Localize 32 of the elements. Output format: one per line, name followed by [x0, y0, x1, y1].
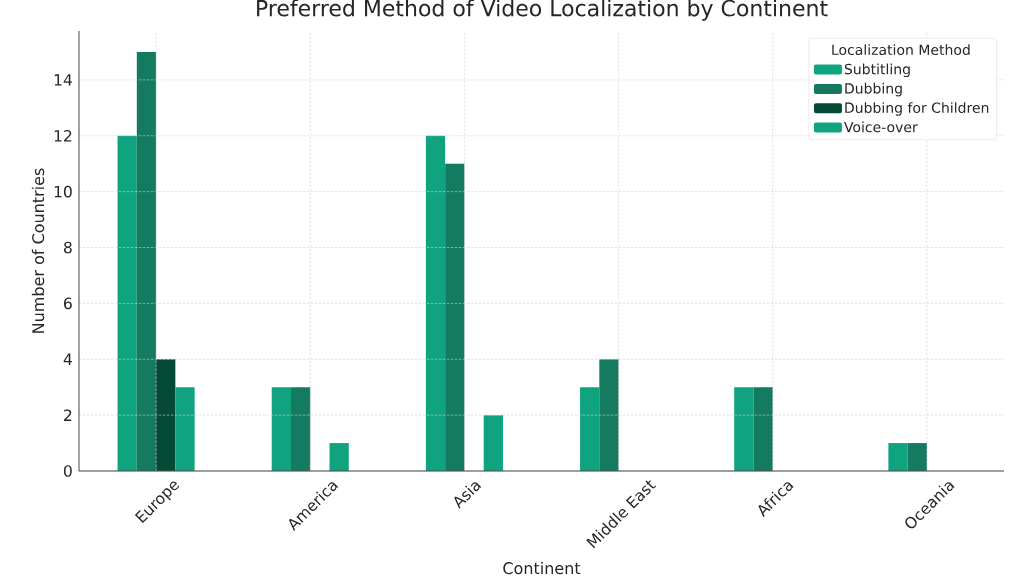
chart-title: Preferred Method of Video Localization by Continent — [257, 0, 828, 21]
legend-label: Dubbing — [845, 82, 902, 97]
bar — [329, 443, 349, 471]
y-tick-label: 2 — [64, 409, 72, 421]
legend-title: Localization Method — [832, 44, 970, 56]
bar — [425, 135, 446, 471]
y-tick-label: 14 — [54, 74, 72, 86]
bar — [734, 387, 754, 471]
y-tick-label: 0 — [63, 465, 72, 477]
y-tick-label: 4 — [63, 353, 72, 365]
bar — [136, 51, 157, 471]
bar — [156, 359, 176, 471]
legend-label: Dubbing for Children — [845, 102, 989, 116]
bar — [907, 443, 927, 471]
bar — [445, 163, 465, 471]
y-tick-label: 6 — [64, 297, 72, 310]
bar — [117, 135, 137, 471]
bar — [599, 359, 619, 471]
bar — [271, 387, 291, 471]
x-axis-title: Continent — [503, 561, 581, 575]
bar — [483, 415, 503, 471]
bar — [753, 387, 773, 471]
bar — [290, 387, 311, 471]
legend-label: Voice-over — [844, 121, 918, 133]
bar — [175, 387, 195, 471]
legend-label: Subtitling — [844, 63, 910, 78]
bar — [888, 443, 908, 471]
y-axis-title: Number of Countries — [31, 168, 45, 333]
y-tick-label: 12 — [54, 130, 72, 142]
y-tick-label: 8 — [63, 241, 72, 254]
bar — [580, 387, 600, 471]
y-tick-label: 10 — [54, 185, 72, 198]
